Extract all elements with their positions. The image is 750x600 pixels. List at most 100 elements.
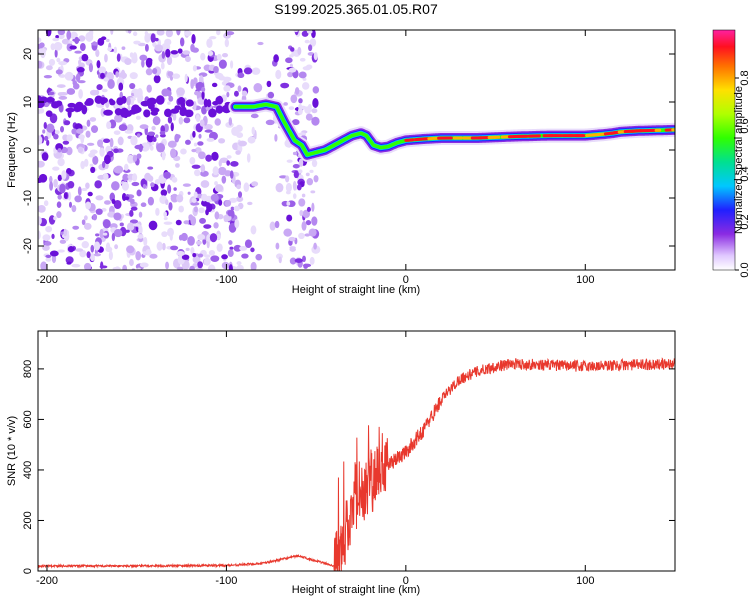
noise-blob xyxy=(179,107,184,116)
noise-blob xyxy=(45,110,53,117)
noise-blob xyxy=(45,225,53,233)
noise-blob xyxy=(302,255,306,263)
noise-blob xyxy=(292,193,297,199)
noise-blob xyxy=(45,96,55,103)
noise-blob xyxy=(88,63,94,73)
noise-blob xyxy=(218,199,223,206)
noise-blob xyxy=(102,232,108,236)
noise-blob xyxy=(116,97,124,106)
noise-blob xyxy=(53,41,63,51)
spectrogram-x-tick-label: -200 xyxy=(36,274,58,286)
noise-blob xyxy=(233,205,240,212)
noise-blob xyxy=(265,119,275,126)
noise-blob xyxy=(234,90,239,97)
noise-blob xyxy=(183,220,190,225)
noise-blob xyxy=(291,50,297,57)
noise-blob xyxy=(246,153,251,163)
noise-blob xyxy=(247,136,256,144)
noise-blob xyxy=(170,50,179,55)
noise-blob xyxy=(278,256,282,264)
noise-blob xyxy=(163,123,169,133)
noise-blob xyxy=(152,136,157,143)
noise-blob xyxy=(85,130,91,138)
noise-blob xyxy=(142,183,147,189)
noise-blob xyxy=(212,166,219,176)
noise-blob xyxy=(163,221,173,225)
noise-blob xyxy=(102,219,111,229)
noise-blob xyxy=(49,250,59,257)
noise-blob xyxy=(191,164,201,169)
noise-blob xyxy=(288,67,297,73)
noise-blob xyxy=(214,118,221,126)
noise-blob xyxy=(209,36,217,40)
noise-blob xyxy=(187,235,195,246)
noise-blob xyxy=(51,233,55,240)
noise-blob xyxy=(206,38,213,49)
noise-blob xyxy=(139,262,149,268)
noise-blob xyxy=(203,224,212,229)
noise-blob xyxy=(230,161,239,167)
noise-blob xyxy=(191,148,197,153)
noise-blob xyxy=(251,181,259,187)
noise-blob xyxy=(286,214,293,222)
colorbar-tick-label: 0.4 xyxy=(739,166,750,181)
noise-blob xyxy=(127,154,134,164)
noise-blob xyxy=(201,90,205,100)
noise-blob xyxy=(122,264,128,270)
noise-blob xyxy=(189,265,195,270)
noise-blob xyxy=(126,96,131,106)
noise-blob xyxy=(203,98,208,108)
noise-blob xyxy=(126,245,135,254)
noise-blob xyxy=(185,99,194,107)
noise-blob xyxy=(159,130,166,135)
noise-blob xyxy=(40,261,48,270)
noise-blob xyxy=(99,147,105,157)
noise-blob xyxy=(305,172,310,177)
noise-blob xyxy=(94,241,101,251)
noise-blob xyxy=(204,124,213,130)
noise-blob xyxy=(49,181,54,191)
noise-blob xyxy=(168,202,173,211)
noise-blob xyxy=(266,80,272,88)
noise-blob xyxy=(216,53,222,61)
noise-blob xyxy=(57,148,62,153)
noise-blob xyxy=(226,160,231,166)
noise-blob xyxy=(156,143,166,153)
noise-blob xyxy=(291,119,300,126)
snr-y-tick-label: 600 xyxy=(22,410,34,428)
noise-blob xyxy=(280,82,290,89)
noise-blob xyxy=(45,65,53,71)
noise-blob xyxy=(197,141,204,146)
noise-blob xyxy=(175,219,182,226)
noise-blob xyxy=(286,159,293,163)
noise-blob xyxy=(311,202,315,212)
noise-blob xyxy=(83,222,92,230)
noise-blob xyxy=(54,130,60,135)
noise-blob xyxy=(56,201,62,209)
noise-blob xyxy=(287,71,294,78)
colorbar-tick-label: 0.8 xyxy=(739,70,750,85)
noise-blob xyxy=(38,108,45,114)
noise-blob xyxy=(174,105,182,111)
noise-blob xyxy=(311,108,318,114)
noise-blob xyxy=(311,216,318,226)
noise-blob xyxy=(96,60,101,69)
noise-blob xyxy=(311,159,318,168)
noise-blob xyxy=(200,52,206,61)
noise-blob xyxy=(111,198,116,205)
spectrogram-x-tick-label: 100 xyxy=(576,274,594,286)
noise-blob xyxy=(38,178,43,184)
noise-blob xyxy=(92,155,99,165)
noise-blob xyxy=(85,201,91,210)
noise-blob xyxy=(190,216,197,226)
noise-blob xyxy=(116,53,121,62)
noise-blob xyxy=(274,134,278,142)
noise-blob xyxy=(136,189,142,197)
noise-blob xyxy=(81,53,89,62)
noise-blob xyxy=(226,91,230,98)
noise-blob xyxy=(135,115,141,120)
noise-blob xyxy=(75,248,84,252)
noise-blob xyxy=(236,264,244,270)
noise-blob xyxy=(127,30,132,34)
noise-blob xyxy=(170,148,177,159)
